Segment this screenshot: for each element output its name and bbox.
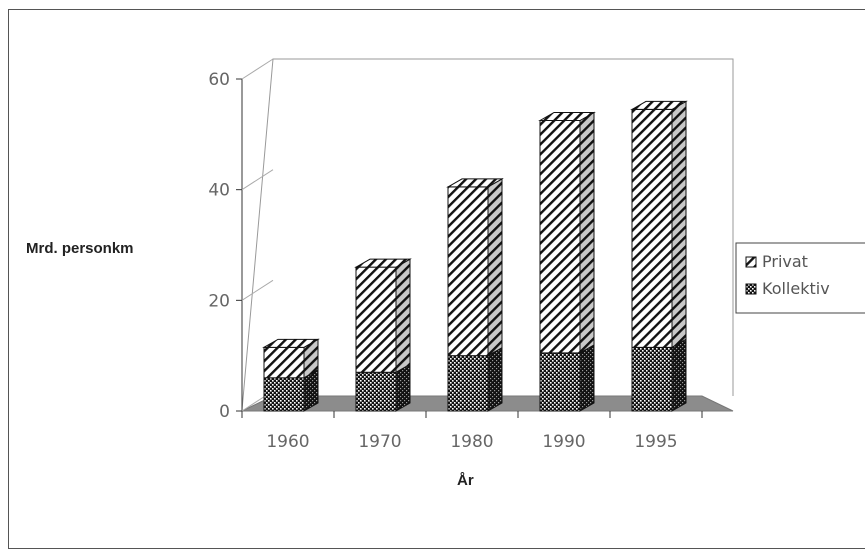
y-tick-depth-line: [241, 169, 274, 191]
legend-label-privat: Privat: [762, 252, 808, 271]
legend: Privat Kollektiv: [735, 242, 865, 314]
bar-top-privat: [354, 258, 412, 268]
bar-top-privat: [630, 100, 688, 110]
legend-label-kollektiv: Kollektiv: [762, 279, 830, 298]
x-ticks: 1960 1970 1980 1990 1995: [241, 411, 703, 452]
x-tick-label: 1960: [266, 432, 309, 452]
bar-front-kollektiv: [447, 355, 489, 412]
y-tick-depth-line: [241, 279, 274, 301]
y-tick-label: 0: [219, 402, 230, 422]
legend-box: [735, 242, 865, 314]
x-tick-label: 1970: [358, 432, 401, 452]
bar-top-privat: [446, 178, 504, 188]
bar-front-privat: [539, 120, 581, 354]
legend-swatch-privat: [745, 256, 757, 268]
bar-side-privat: [671, 100, 687, 349]
chart-frame: [8, 9, 865, 549]
bar-side-kollektiv: [487, 346, 503, 412]
bar-front-privat: [447, 186, 489, 357]
bar-top-privat: [538, 112, 596, 121]
y-tick-label: 20: [208, 291, 230, 311]
y-tick-label: 40: [208, 181, 230, 201]
bar-front-kollektiv: [263, 377, 305, 412]
bar-top-privat: [262, 338, 320, 348]
x-tick-label: 1995: [634, 432, 677, 452]
y-ticks: 0 20 40 60: [208, 58, 274, 422]
back-wall: [241, 58, 734, 411]
y-axis-title: Mrd. personkm: [26, 240, 134, 257]
y-tick-label: 60: [208, 70, 230, 90]
bar-side-privat: [579, 111, 595, 354]
bars: [262, 100, 688, 412]
bar-side-privat: [395, 258, 411, 374]
bar-front-privat: [355, 266, 397, 373]
bar-side-kollektiv: [579, 344, 595, 412]
x-tick-label: 1990: [542, 432, 585, 452]
x-tick-label: 1980: [450, 432, 493, 452]
bar-front-kollektiv: [631, 346, 673, 412]
bar-front-privat: [631, 108, 673, 348]
bar-side-privat: [487, 178, 503, 357]
bar-front-kollektiv: [355, 371, 397, 412]
y-tick-depth-line: [241, 58, 274, 80]
x-axis-title: År: [457, 472, 474, 489]
bar-front-kollektiv: [539, 352, 581, 412]
legend-swatch-kollektiv: [745, 283, 757, 295]
bar-side-kollektiv: [671, 338, 687, 412]
bar-front-privat: [263, 346, 305, 379]
